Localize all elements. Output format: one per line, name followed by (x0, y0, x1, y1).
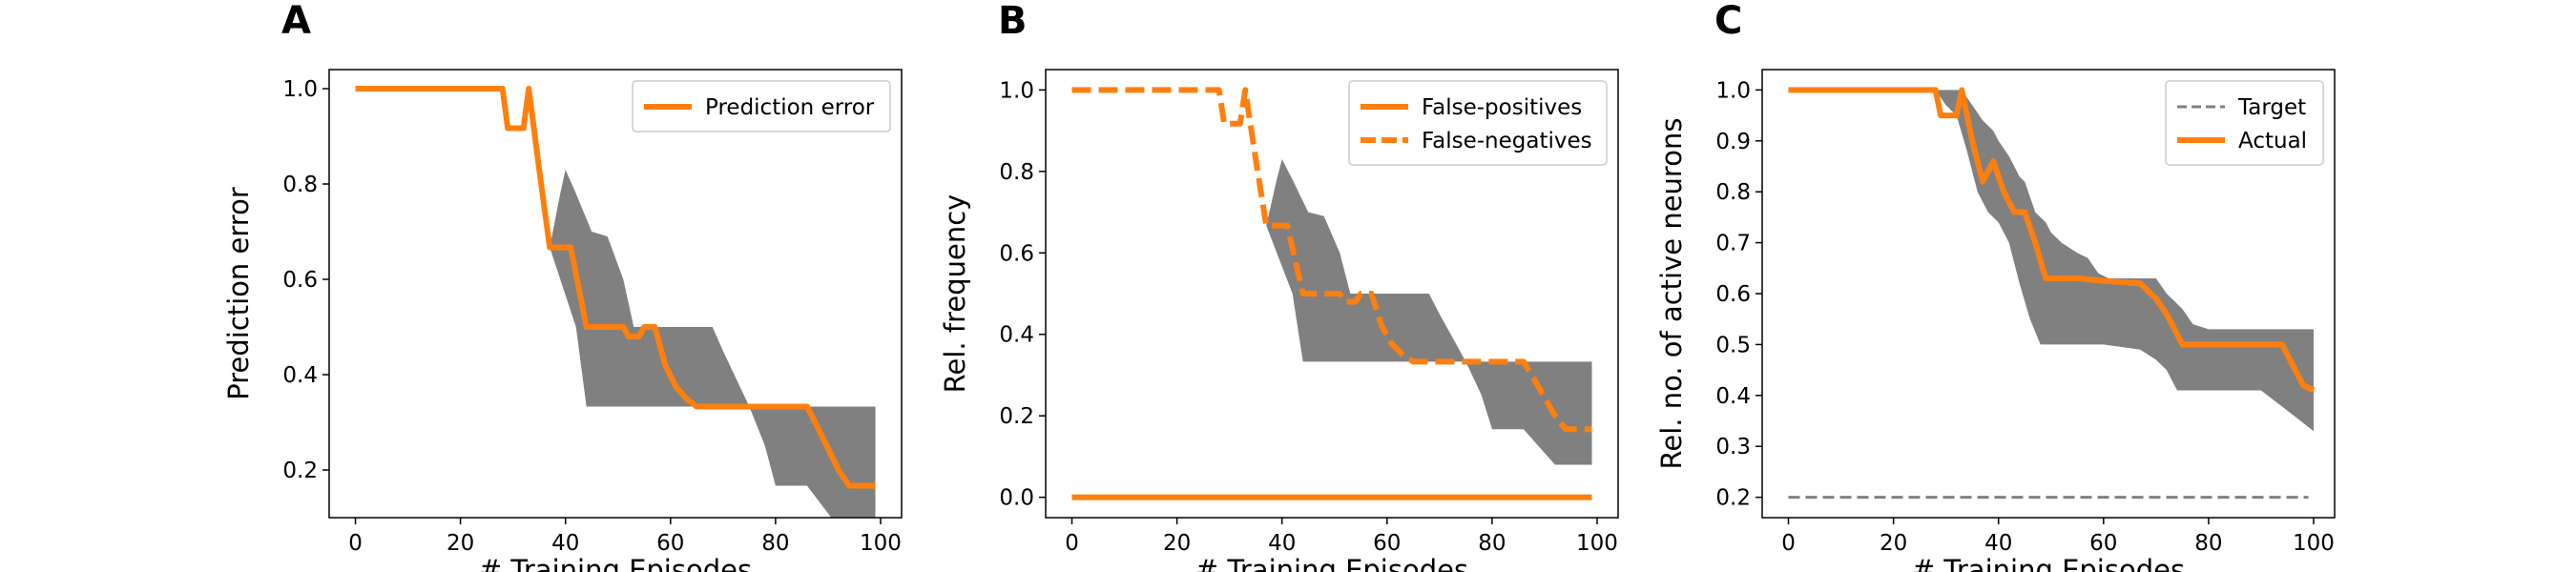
y-tick-label: 0.7 (1715, 232, 1751, 256)
panel-letter: A (281, 0, 311, 43)
x-tick-label: 60 (656, 531, 684, 556)
y-tick-label: 1.0 (999, 78, 1034, 103)
legend-box (1348, 80, 1608, 166)
y-tick-label: 0.4 (282, 363, 318, 388)
x-tick-label: 80 (2194, 531, 2222, 556)
axes-frame (328, 69, 903, 519)
y-tick-label: 0.2 (1715, 486, 1751, 511)
x-tick-label: 20 (1880, 531, 1907, 556)
legend-label: Target (2237, 95, 2306, 120)
x-tick-label: 20 (447, 531, 474, 556)
y-axis-label: Rel. no. of active neurons (1655, 118, 1688, 470)
panel-b: B 0 20 40 60 80 100 0.0 0.2 0.4 0.6 0.8 1.0 # Trainin… (939, 0, 1619, 572)
legend: Prediction error (632, 80, 891, 133)
y-tick-label: 0.9 (1715, 130, 1751, 154)
legend-label: False-negatives (1422, 129, 1592, 153)
legend-label: False-positives (1422, 95, 1582, 120)
y-tick-label: 1.0 (282, 77, 318, 102)
x-axis-label: # Training Episodes (1912, 554, 2185, 572)
y-tick-label: 0.6 (1715, 282, 1751, 307)
y-tick-label: 0.2 (282, 459, 318, 483)
x-tick-label: 0 (1781, 531, 1796, 556)
x-tick-label: 80 (761, 531, 789, 556)
y-tick-label: 0.4 (999, 323, 1034, 348)
series-line-prediction-error (355, 86, 876, 489)
y-tick-label: 0.8 (999, 160, 1034, 185)
panel-c: C 0 20 40 60 80 100 0.2 0.3 0.4 0.5 0.6 0.7 0.8 0.9 1.0… (1655, 0, 2336, 572)
legend-label: Prediction error (705, 95, 875, 120)
y-tick-label: 0.6 (282, 268, 318, 293)
x-tick-label: 0 (1065, 531, 1079, 556)
y-tick-label: 0.4 (1715, 384, 1751, 409)
legend-box (632, 80, 891, 133)
legend-box (2165, 80, 2324, 166)
series-line-false-negatives (1071, 87, 1592, 433)
legend: Target Actual (2165, 80, 2324, 166)
x-tick-label: 40 (1268, 531, 1296, 556)
y-tick-label: 0.5 (1715, 333, 1751, 358)
x-tick-label: 20 (1163, 531, 1191, 556)
axes-frame (1045, 69, 1619, 519)
x-tick-label: 100 (2293, 531, 2335, 556)
x-tick-label: 0 (348, 531, 363, 556)
legend-label: Actual (2238, 129, 2307, 153)
x-tick-label: 40 (551, 531, 579, 556)
y-tick-label: 0.3 (1715, 435, 1751, 460)
x-axis-label: # Training Episodes (1195, 554, 1468, 572)
legend: False-positives False-negatives (1348, 80, 1608, 166)
x-tick-label: 80 (1478, 531, 1506, 556)
spread-band (1266, 159, 1592, 465)
x-tick-label: 100 (1576, 531, 1618, 556)
x-tick-label: 100 (860, 531, 902, 556)
y-tick-label: 0.8 (1715, 180, 1751, 205)
y-tick-label: 0.2 (999, 404, 1034, 429)
x-tick-label: 60 (2089, 531, 2117, 556)
y-tick-label: 1.0 (1715, 78, 1751, 103)
y-tick-label: 0.6 (999, 241, 1034, 266)
x-tick-label: 60 (1373, 531, 1401, 556)
y-tick-label: 0.0 (999, 486, 1034, 511)
plot-area (1071, 87, 1592, 500)
panel-a: A 0 20 40 60 80 100 0.2 0.4 0.6 0.8 1.0 # Training E… (222, 0, 903, 572)
series-line-actual (1788, 87, 2316, 394)
spread-band (550, 170, 876, 518)
y-tick-label: 0.8 (282, 173, 318, 197)
y-axis-label: Prediction error (222, 187, 255, 400)
panel-letter: B (998, 0, 1028, 43)
plot-area (355, 86, 876, 518)
plot-area (1788, 87, 2316, 500)
x-axis-label: # Training Episodes (479, 554, 752, 572)
panel-letter: C (1714, 0, 1742, 43)
y-axis-label: Rel. frequency (939, 194, 971, 394)
x-tick-label: 40 (1984, 531, 2012, 556)
